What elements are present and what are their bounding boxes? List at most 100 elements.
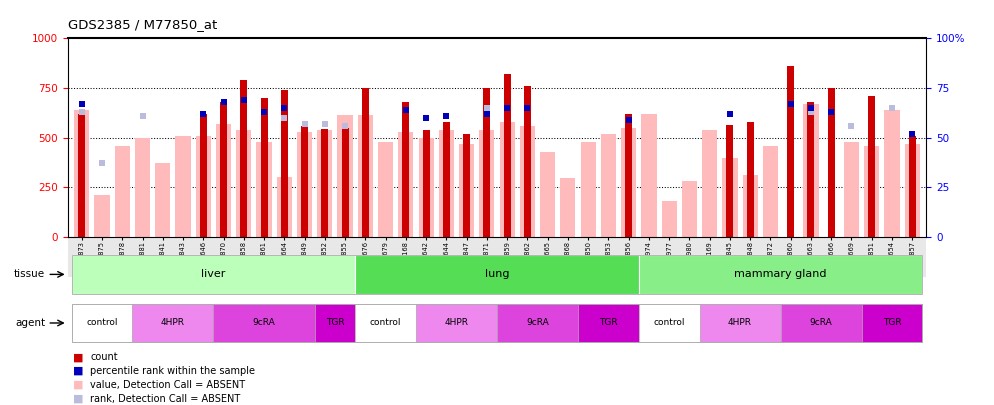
Bar xyxy=(639,304,700,342)
Text: 9cRA: 9cRA xyxy=(810,318,832,328)
Bar xyxy=(780,304,862,342)
Bar xyxy=(214,304,315,342)
Bar xyxy=(196,136,211,237)
Bar xyxy=(905,144,919,237)
Bar xyxy=(762,146,778,237)
Bar xyxy=(355,255,639,294)
Bar xyxy=(132,304,214,342)
Bar xyxy=(625,114,632,237)
Bar xyxy=(579,304,639,342)
Text: tissue: tissue xyxy=(14,269,46,279)
Bar xyxy=(280,90,288,237)
Text: 9cRA: 9cRA xyxy=(252,318,275,328)
Bar xyxy=(504,74,511,237)
Text: 4HPR: 4HPR xyxy=(444,318,468,328)
Text: TGR: TGR xyxy=(599,318,617,328)
Bar xyxy=(600,134,616,237)
Bar xyxy=(621,128,636,237)
Bar xyxy=(520,126,535,237)
Bar xyxy=(338,115,353,237)
Text: mammary gland: mammary gland xyxy=(735,269,827,279)
Bar xyxy=(403,102,410,237)
Bar xyxy=(399,132,414,237)
Text: value, Detection Call = ABSENT: value, Detection Call = ABSENT xyxy=(90,380,246,390)
Text: ■: ■ xyxy=(73,394,83,403)
Text: ■: ■ xyxy=(73,380,83,390)
Text: control: control xyxy=(653,318,685,328)
Text: control: control xyxy=(86,318,117,328)
Bar xyxy=(315,304,355,342)
Bar xyxy=(787,66,794,237)
Bar xyxy=(216,124,232,237)
Text: GDS2385 / M77850_at: GDS2385 / M77850_at xyxy=(68,18,217,31)
Bar xyxy=(746,122,753,237)
Bar xyxy=(524,86,531,237)
Bar xyxy=(276,177,292,237)
Text: percentile rank within the sample: percentile rank within the sample xyxy=(90,366,255,376)
Bar xyxy=(641,114,656,237)
Bar xyxy=(442,122,450,237)
Bar xyxy=(483,88,490,237)
Bar xyxy=(79,114,85,237)
Bar xyxy=(256,142,271,237)
Bar xyxy=(540,151,556,237)
Bar xyxy=(727,125,734,237)
Bar xyxy=(639,255,922,294)
Bar xyxy=(72,255,355,294)
Bar xyxy=(500,122,515,237)
Bar xyxy=(68,237,926,277)
Bar xyxy=(438,130,454,237)
Bar xyxy=(297,132,312,237)
Bar xyxy=(135,138,150,237)
Bar xyxy=(463,134,470,237)
Text: rank, Detection Call = ABSENT: rank, Detection Call = ABSENT xyxy=(90,394,241,403)
Bar xyxy=(868,96,876,237)
Text: 9cRA: 9cRA xyxy=(526,318,549,328)
Bar xyxy=(237,130,251,237)
Bar xyxy=(355,304,415,342)
Bar xyxy=(885,110,900,237)
Text: liver: liver xyxy=(201,269,226,279)
Text: 4HPR: 4HPR xyxy=(728,318,752,328)
Text: ■: ■ xyxy=(73,366,83,376)
Bar xyxy=(241,80,248,237)
Bar xyxy=(114,146,130,237)
Text: control: control xyxy=(370,318,402,328)
Bar xyxy=(807,102,814,237)
Bar xyxy=(301,126,308,237)
Bar xyxy=(459,144,474,237)
Bar xyxy=(176,136,191,237)
Text: TGR: TGR xyxy=(326,318,344,328)
Bar xyxy=(682,181,697,237)
Bar xyxy=(497,304,579,342)
Bar xyxy=(220,102,227,237)
Bar xyxy=(561,178,576,237)
Text: agent: agent xyxy=(15,318,46,328)
Bar xyxy=(75,110,89,237)
Bar xyxy=(828,88,835,237)
Bar xyxy=(580,142,595,237)
Bar xyxy=(803,104,818,237)
Bar xyxy=(342,128,349,237)
Bar xyxy=(321,129,328,237)
Text: TGR: TGR xyxy=(883,318,902,328)
Bar xyxy=(415,304,497,342)
Text: 4HPR: 4HPR xyxy=(161,318,185,328)
Bar xyxy=(378,142,394,237)
Bar xyxy=(662,201,677,237)
Bar xyxy=(72,304,132,342)
Text: count: count xyxy=(90,352,118,362)
Bar xyxy=(909,136,915,237)
Bar xyxy=(260,98,267,237)
Bar xyxy=(479,130,494,237)
Text: ■: ■ xyxy=(73,352,83,362)
Bar xyxy=(844,142,859,237)
Bar xyxy=(702,130,718,237)
Bar xyxy=(422,130,429,237)
Bar xyxy=(200,114,207,237)
Bar xyxy=(317,130,332,237)
Bar xyxy=(362,88,369,237)
Bar xyxy=(864,146,880,237)
Bar xyxy=(358,115,373,237)
Bar xyxy=(700,304,780,342)
